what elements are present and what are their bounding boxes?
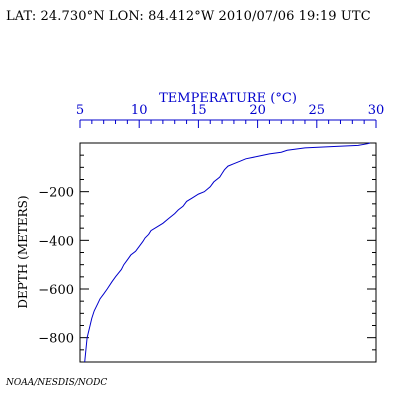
credit-text: NOAA/NESDIS/NODC [6,378,108,388]
y-tick-label: −200 [38,186,74,201]
plot-frame [79,142,377,363]
y-axis-ticks: −200 −400 −600 −800 [38,154,376,363]
x-tick-label: 20 [249,103,266,118]
y-tick-label: −600 [38,283,74,298]
x-tick-label: 15 [190,103,207,118]
x-tick-label: 10 [131,103,148,118]
x-axis-ticks: 5 10 15 20 25 30 [76,103,384,128]
location-time-header: LAT: 24.730°N LON: 84.412°W 2010/07/06 1… [6,9,371,24]
y-tick-label: −800 [38,332,74,347]
y-tick-label: −400 [38,234,74,249]
x-tick-label: 30 [368,103,385,118]
y-axis-label: DEPTH (METERS) [16,195,30,308]
temperature-profile-line [84,142,371,363]
x-tick-label: 5 [76,103,84,118]
x-axis-label: TEMPERATURE (°C) [159,91,297,106]
x-tick-label: 25 [309,103,326,118]
